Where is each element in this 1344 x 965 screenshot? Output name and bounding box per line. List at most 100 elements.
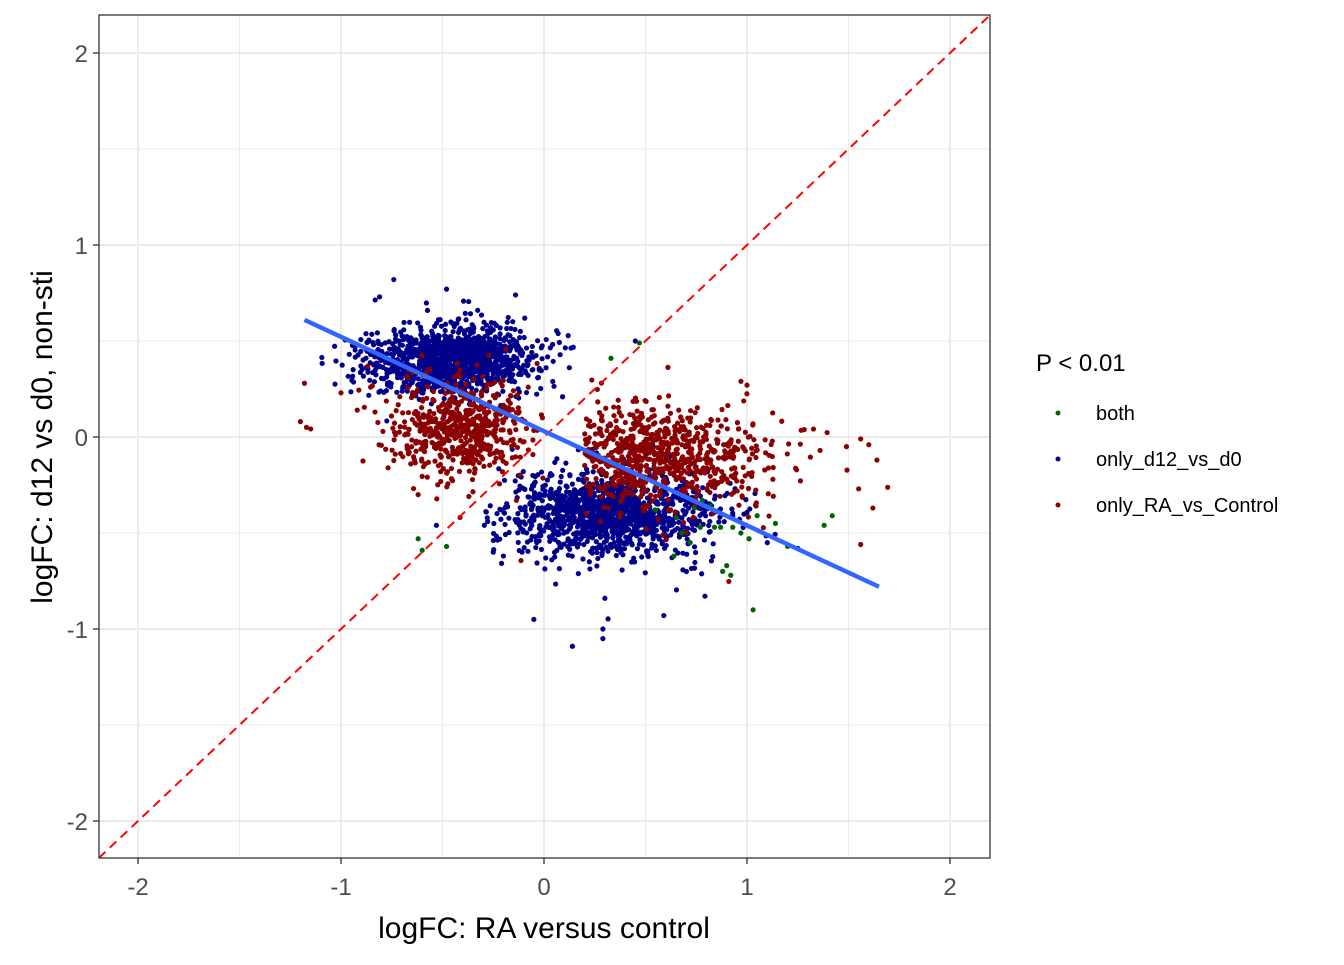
point-only_RA_vs_Control <box>649 498 656 504</box>
point-only_d12_vs_d0 <box>420 380 426 386</box>
point-only_RA_vs_Control <box>694 467 701 473</box>
point-only_d12_vs_d0 <box>476 355 482 361</box>
point-only_d12_vs_d0 <box>595 555 601 562</box>
point-only_RA_vs_Control <box>611 404 617 410</box>
point-both <box>738 530 744 536</box>
point-only_RA_vs_Control <box>885 484 891 490</box>
point-only_d12_vs_d0 <box>710 541 716 547</box>
point-only_d12_vs_d0 <box>605 496 611 502</box>
point-only_d12_vs_d0 <box>345 373 351 379</box>
point-only_RA_vs_Control <box>667 410 674 416</box>
point-only_RA_vs_Control <box>411 410 417 417</box>
point-only_RA_vs_Control <box>724 476 730 482</box>
point-only_d12_vs_d0 <box>629 559 635 565</box>
point-only_RA_vs_Control <box>510 388 517 394</box>
point-only_RA_vs_Control <box>730 455 736 461</box>
point-only_d12_vs_d0 <box>648 519 654 526</box>
point-only_d12_vs_d0 <box>510 337 516 343</box>
point-both <box>687 540 693 546</box>
point-only_d12_vs_d0 <box>579 496 585 502</box>
point-only_RA_vs_Control <box>672 432 678 438</box>
point-both <box>419 547 425 553</box>
point-only_d12_vs_d0 <box>496 466 502 472</box>
point-only_d12_vs_d0 <box>518 519 524 525</box>
point-only_d12_vs_d0 <box>569 643 576 649</box>
point-only_RA_vs_Control <box>689 484 695 490</box>
point-only_RA_vs_Control <box>671 423 678 430</box>
point-only_d12_vs_d0 <box>476 346 482 353</box>
point-only_d12_vs_d0 <box>556 485 563 492</box>
point-only_d12_vs_d0 <box>540 486 546 492</box>
point-only_RA_vs_Control <box>410 485 417 492</box>
point-only_d12_vs_d0 <box>527 526 533 532</box>
point-only_d12_vs_d0 <box>497 506 503 512</box>
point-only_d12_vs_d0 <box>484 371 490 377</box>
point-only_d12_vs_d0 <box>576 541 582 547</box>
point-only_d12_vs_d0 <box>558 473 564 480</box>
point-only_RA_vs_Control <box>494 391 500 398</box>
point-only_d12_vs_d0 <box>476 336 482 342</box>
point-only_RA_vs_Control <box>645 456 651 462</box>
legend-label-both: both <box>1096 403 1135 425</box>
point-only_RA_vs_Control <box>770 410 776 416</box>
point-only_d12_vs_d0 <box>570 540 577 547</box>
point-only_RA_vs_Control <box>540 475 546 481</box>
point-only_RA_vs_Control <box>360 458 366 464</box>
point-only_d12_vs_d0 <box>448 319 454 325</box>
point-only_d12_vs_d0 <box>468 365 474 371</box>
point-only_d12_vs_d0 <box>680 550 686 556</box>
point-only_d12_vs_d0 <box>501 509 507 516</box>
point-only_RA_vs_Control <box>807 454 814 460</box>
point-only_RA_vs_Control <box>439 441 446 447</box>
point-only_RA_vs_Control <box>665 403 671 409</box>
point-only_d12_vs_d0 <box>346 351 352 357</box>
point-only_d12_vs_d0 <box>653 527 659 533</box>
point-only_d12_vs_d0 <box>649 545 655 551</box>
point-only_d12_vs_d0 <box>483 322 490 328</box>
point-only_RA_vs_Control <box>631 484 638 490</box>
point-only_d12_vs_d0 <box>710 554 716 560</box>
point-only_RA_vs_Control <box>498 436 504 442</box>
point-only_RA_vs_Control <box>458 398 465 404</box>
point-only_d12_vs_d0 <box>529 343 535 350</box>
point-only_d12_vs_d0 <box>615 521 621 528</box>
point-only_RA_vs_Control <box>682 444 688 450</box>
point-only_d12_vs_d0 <box>688 565 695 572</box>
point-only_d12_vs_d0 <box>642 570 648 576</box>
point-only_RA_vs_Control <box>762 437 768 443</box>
legend: P < 0.01 both only_d12_vs_d0 only_RA_vs_… <box>1036 350 1278 517</box>
point-only_d12_vs_d0 <box>394 389 400 395</box>
point-only_RA_vs_Control <box>707 489 713 496</box>
point-both <box>746 536 752 542</box>
point-only_RA_vs_Control <box>427 416 433 422</box>
point-only_d12_vs_d0 <box>567 546 573 552</box>
point-only_RA_vs_Control <box>440 466 446 472</box>
point-only_d12_vs_d0 <box>565 333 571 339</box>
point-only_RA_vs_Control <box>456 418 462 424</box>
point-only_RA_vs_Control <box>492 429 498 435</box>
point-only_RA_vs_Control <box>409 444 415 450</box>
point-only_d12_vs_d0 <box>613 552 619 559</box>
point-both <box>754 513 760 519</box>
point-only_d12_vs_d0 <box>744 509 750 515</box>
point-only_d12_vs_d0 <box>533 544 539 551</box>
point-only_d12_vs_d0 <box>580 556 586 562</box>
point-both <box>711 524 718 530</box>
point-only_RA_vs_Control <box>603 473 609 479</box>
point-only_RA_vs_Control <box>616 409 622 415</box>
point-only_RA_vs_Control <box>583 510 589 516</box>
point-only_d12_vs_d0 <box>478 312 485 318</box>
point-only_d12_vs_d0 <box>653 547 659 553</box>
point-only_d12_vs_d0 <box>589 524 595 530</box>
point-only_RA_vs_Control <box>431 410 437 417</box>
point-only_RA_vs_Control <box>824 429 830 436</box>
point-only_RA_vs_Control <box>595 399 601 405</box>
point-only_RA_vs_Control <box>406 426 412 432</box>
y-tick-label: -1 <box>67 617 88 644</box>
point-only_d12_vs_d0 <box>394 375 401 381</box>
point-only_d12_vs_d0 <box>375 346 381 353</box>
point-only_d12_vs_d0 <box>525 494 531 500</box>
point-only_RA_vs_Control <box>687 446 694 452</box>
point-only_d12_vs_d0 <box>433 369 439 375</box>
point-only_RA_vs_Control <box>689 437 695 444</box>
